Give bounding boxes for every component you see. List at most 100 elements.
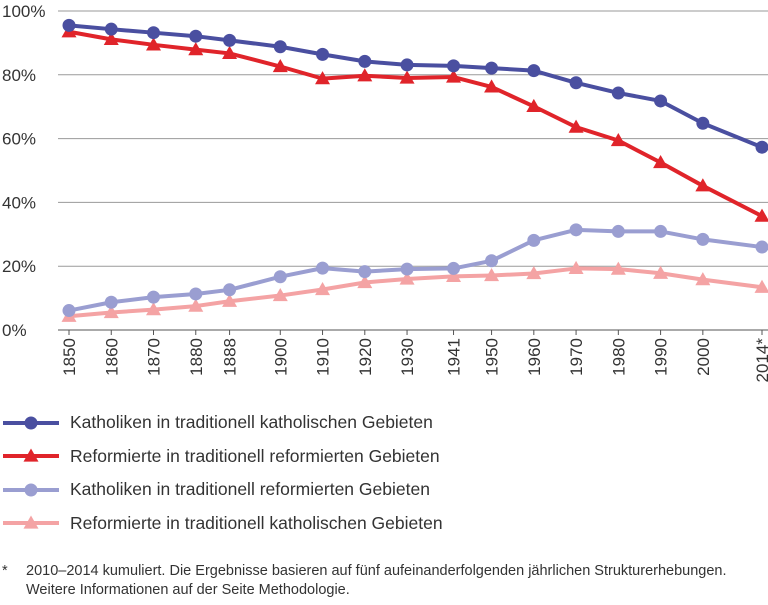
data-point-3-2 <box>146 302 162 316</box>
x-tick-label: 1860 <box>102 338 121 376</box>
legend-swatch-2 <box>3 483 59 497</box>
series-2 <box>62 223 768 318</box>
y-tick-label: 0% <box>2 321 27 340</box>
x-tick-label: 1960 <box>525 338 544 376</box>
data-point-0-3 <box>189 29 203 43</box>
data-point-2-1 <box>104 295 118 309</box>
data-point-1-7 <box>357 68 373 82</box>
legend-label-0: Katholiken in traditionell katholischen … <box>70 412 433 433</box>
data-point-0-4 <box>223 33 237 47</box>
footnote: * 2010–2014 kumuliert. Die Ergebnisse ba… <box>0 562 768 600</box>
legend-swatch-marker <box>23 448 39 462</box>
data-point-1-8 <box>399 70 415 84</box>
data-point-0-12 <box>569 76 583 90</box>
x-tick-label: 1870 <box>145 338 164 376</box>
data-point-3-4 <box>222 293 238 307</box>
x-tick-label: 1930 <box>398 338 417 376</box>
data-point-1-16 <box>754 208 768 222</box>
legend-item-1: Reformierte in traditionell reformierten… <box>0 440 768 474</box>
data-point-0-7 <box>358 54 372 68</box>
data-point-1-5 <box>272 59 288 73</box>
x-axis: 1850 1860 1870 1880 1888 1900 1910 1920 1930 1941… <box>60 330 768 382</box>
series-group <box>61 18 768 322</box>
data-point-0-14 <box>654 94 668 108</box>
data-point-1-12 <box>568 119 584 133</box>
legend-swatch-marker <box>24 416 38 430</box>
x-tick-label: 1888 <box>221 338 240 376</box>
footnote-mark: * <box>2 563 8 579</box>
data-point-1-15 <box>695 178 711 192</box>
legend-label-3: Reformierte in traditionell katholischen… <box>70 512 443 533</box>
series-1 <box>61 24 768 222</box>
data-point-3-3 <box>188 298 204 312</box>
data-point-0-13 <box>611 86 625 100</box>
x-tick-label: 1941 <box>445 338 464 376</box>
x-tick-label: 1910 <box>314 338 333 376</box>
x-tick-label: 1990 <box>652 338 671 376</box>
legend-swatch-1 <box>3 448 59 462</box>
data-point-2-3 <box>189 287 203 301</box>
data-point-3-9 <box>446 268 462 283</box>
data-point-2-6 <box>316 261 330 275</box>
data-point-0-2 <box>147 26 161 40</box>
data-point-3-13 <box>610 261 626 275</box>
data-point-3-7 <box>357 274 373 289</box>
x-tick-label: 2014* <box>753 338 768 383</box>
data-point-1-11 <box>526 98 542 113</box>
data-point-3-15 <box>695 272 711 286</box>
data-point-1-2 <box>146 37 162 51</box>
data-point-2-12 <box>569 223 583 237</box>
x-tick-label: 1880 <box>187 338 206 376</box>
legend-item-0: Katholiken in traditionell katholischen … <box>0 406 768 440</box>
data-point-3-1 <box>103 304 119 319</box>
legend: Katholiken in traditionell katholischen … <box>0 406 768 540</box>
legend-swatch-0 <box>3 416 59 430</box>
data-point-1-3 <box>188 42 204 56</box>
legend-label-2: Katholiken in traditionell reformierten … <box>70 479 430 500</box>
line-chart: 0%20%40%60%80%100% 1850 1860 1870 1880 1888 1… <box>2 2 768 382</box>
data-point-2-10 <box>485 254 499 268</box>
legend-swatch-marker <box>24 483 38 497</box>
data-point-2-13 <box>611 224 625 238</box>
legend-item-2: Katholiken in traditionell reformierten … <box>0 473 768 507</box>
gridlines <box>58 10 768 331</box>
data-point-2-14 <box>654 224 668 238</box>
y-tick-label: 80% <box>2 66 36 85</box>
data-point-0-16 <box>755 140 768 154</box>
legend-swatch-marker <box>23 515 39 529</box>
legend-label-1: Reformierte in traditionell reformierten… <box>70 445 440 466</box>
x-tick-label: 1970 <box>567 338 586 376</box>
x-tick-label: 1920 <box>356 338 375 376</box>
data-point-2-4 <box>223 283 237 297</box>
data-point-1-14 <box>653 155 669 169</box>
data-point-2-0 <box>62 304 76 318</box>
data-point-1-1 <box>103 31 119 46</box>
series-line-0 <box>67 23 764 150</box>
x-tick-label: 1850 <box>60 338 79 376</box>
y-tick-label: 100% <box>2 2 45 21</box>
series-3 <box>61 260 768 322</box>
data-point-3-14 <box>653 265 669 279</box>
y-tick-label: 60% <box>2 130 36 149</box>
data-point-0-15 <box>696 116 710 130</box>
legend-item-3: Reformierte in traditionell katholischen… <box>0 507 768 541</box>
data-point-3-10 <box>484 267 500 282</box>
data-point-0-0 <box>62 18 76 32</box>
data-point-2-8 <box>400 262 414 276</box>
data-point-0-1 <box>104 22 118 36</box>
data-point-3-16 <box>754 279 768 293</box>
data-point-3-12 <box>568 260 584 275</box>
x-tick-label: 1950 <box>483 338 502 376</box>
data-point-3-8 <box>399 271 415 285</box>
data-point-2-7 <box>358 265 372 279</box>
data-point-0-6 <box>316 47 330 61</box>
data-point-2-9 <box>447 261 461 275</box>
x-tick-label: 2000 <box>694 338 713 376</box>
footnote-text: 2010–2014 kumuliert. Die Ergebnisse basi… <box>26 563 727 598</box>
legend-swatch-3 <box>3 515 59 529</box>
y-tick-label: 20% <box>2 257 36 276</box>
data-point-2-5 <box>273 270 287 284</box>
data-point-3-6 <box>315 281 331 296</box>
data-point-1-13 <box>610 133 626 147</box>
data-point-0-8 <box>400 58 414 72</box>
